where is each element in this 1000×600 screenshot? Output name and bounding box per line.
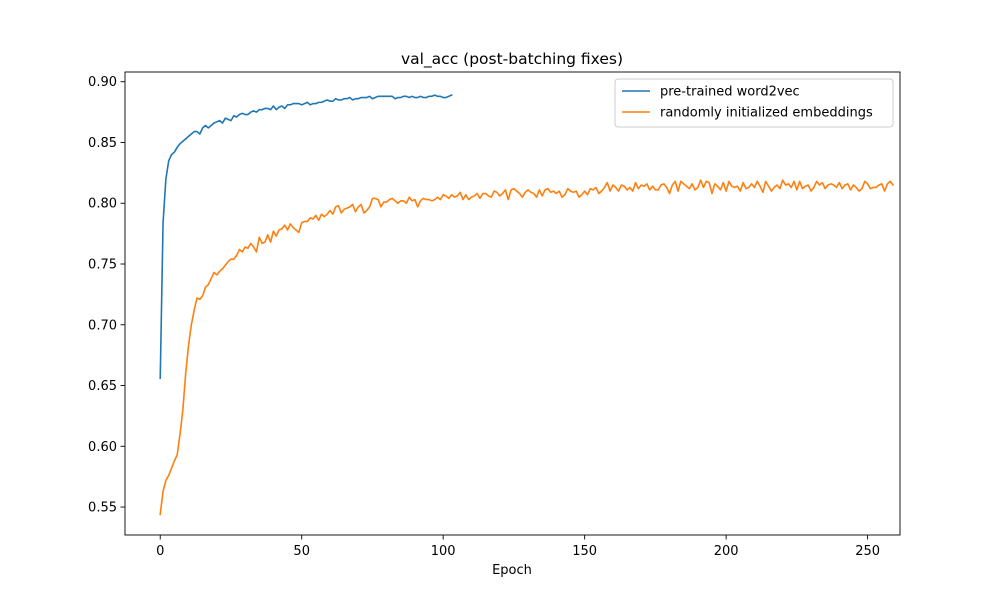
x-tick-label: 250 xyxy=(855,544,880,559)
series-line-1 xyxy=(159,94,453,380)
x-axis-title: Epoch xyxy=(492,563,532,578)
legend-label-1: pre-trained word2vec xyxy=(660,85,800,100)
plot-area: 0 50 100 150 200 250 0.55 0.60 0.65 0.70 0.75 0.80 0… xyxy=(88,71,901,559)
x-tick-label: 0 xyxy=(156,544,164,559)
chart-title: val_acc (post-batching fixes) xyxy=(401,50,623,69)
y-tick-label: 0.55 xyxy=(88,501,117,516)
y-tick-label: 0.60 xyxy=(88,440,117,455)
axes-frame xyxy=(124,71,901,536)
x-tick-label: 200 xyxy=(714,544,739,559)
y-tick-label: 0.70 xyxy=(88,318,117,333)
y-tick-label: 0.85 xyxy=(88,136,117,151)
x-tick-label: 150 xyxy=(572,544,597,559)
legend-box xyxy=(614,78,894,128)
y-tick-label: 0.80 xyxy=(88,197,117,212)
y-tick-label: 0.75 xyxy=(88,258,117,273)
series-line-2 xyxy=(159,179,895,516)
x-tick-label: 50 xyxy=(293,544,310,559)
y-tick-label: 0.90 xyxy=(88,75,117,90)
y-tick-label: 0.65 xyxy=(88,379,117,394)
legend-label-2: randomly initialized embeddings xyxy=(660,106,873,121)
x-tick-label: 100 xyxy=(431,544,456,559)
